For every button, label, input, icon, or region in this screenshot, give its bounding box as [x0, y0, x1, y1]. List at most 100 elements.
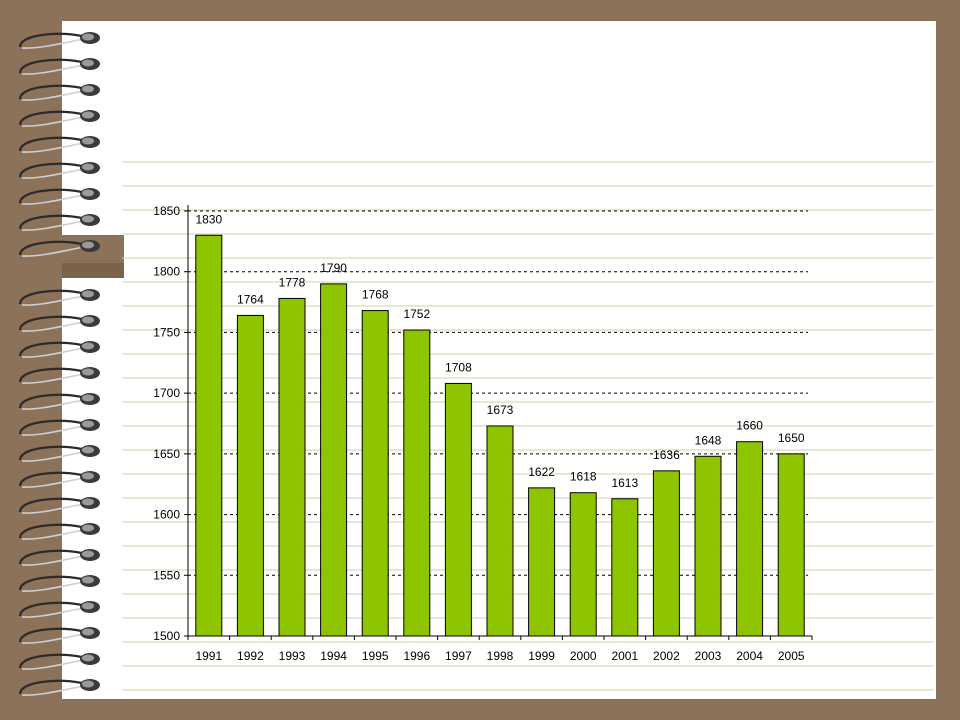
ring-highlight: [82, 33, 94, 41]
spiral-ring: [18, 445, 100, 462]
ring-highlight: [82, 342, 94, 350]
data-label-1993: 1778: [279, 275, 306, 289]
bar-2004: [736, 441, 764, 637]
data-label-2003: 1648: [695, 433, 722, 447]
x-tick-label: 2001: [611, 649, 638, 663]
bar-2003: [694, 455, 722, 637]
spiral-ring: [18, 289, 100, 306]
spiral-ring: [18, 367, 100, 384]
ring-highlight: [82, 628, 94, 636]
spiral-ring: [18, 393, 100, 410]
spiral-ring: [18, 32, 100, 49]
ring-back-wire: [18, 653, 83, 669]
x-tick-label: 2002: [653, 649, 680, 663]
spiral-ring: [18, 601, 100, 618]
data-label-1999: 1622: [528, 465, 555, 479]
bar-1992: [236, 314, 264, 637]
ring-front-wire: [21, 220, 85, 231]
spiral-ring: [18, 679, 100, 696]
y-tick-label: 1700: [153, 386, 180, 400]
ring-front-wire: [21, 90, 85, 101]
ring-back-wire: [18, 110, 83, 126]
spiral-ring: [18, 627, 100, 644]
ring-highlight: [82, 550, 94, 558]
ring-back-wire: [18, 549, 83, 565]
ring-front-wire: [21, 633, 85, 644]
bar-2005: [777, 453, 805, 637]
data-label-1995: 1768: [362, 288, 389, 302]
spiral-ring: [18, 497, 100, 514]
spiral-ring: [18, 653, 100, 670]
bar-1998: [486, 425, 514, 637]
data-label-1992: 1764: [237, 292, 264, 306]
ring-front-wire: [21, 373, 85, 384]
spiral-binding: [18, 32, 100, 696]
ring-front-wire: [21, 425, 85, 436]
ring-front-wire: [21, 347, 85, 358]
x-tick-label: 1991: [195, 649, 222, 663]
ring-back-wire: [18, 84, 83, 100]
x-tick-label: 2005: [778, 649, 805, 663]
page-notch-shadow: [62, 263, 124, 278]
data-label-1996: 1752: [403, 307, 430, 321]
ring-highlight: [82, 59, 94, 67]
spiral-ring: [18, 341, 100, 358]
ring-back-wire: [18, 627, 83, 643]
ring-back-wire: [18, 575, 83, 591]
ring-back-wire: [18, 315, 83, 331]
y-tick-label: 1850: [153, 204, 180, 218]
bar-2001: [611, 498, 639, 637]
ring-highlight: [82, 137, 94, 145]
bar-1995: [361, 310, 389, 637]
y-tick-label: 1650: [153, 447, 180, 461]
spiral-ring: [18, 58, 100, 75]
ring-highlight: [82, 85, 94, 93]
bar-1999: [528, 487, 556, 637]
bar-1996: [403, 329, 431, 637]
ring-front-wire: [21, 555, 85, 566]
ring-front-wire: [21, 581, 85, 592]
spiral-ring: [18, 575, 100, 592]
ring-back-wire: [18, 162, 83, 178]
ring-back-wire: [18, 214, 83, 230]
data-label-1998: 1673: [487, 403, 514, 417]
x-tick-label: 1992: [237, 649, 264, 663]
ring-back-wire: [18, 188, 83, 204]
ring-highlight: [82, 498, 94, 506]
spiral-ring: [18, 471, 100, 488]
ring-back-wire: [18, 367, 83, 383]
ring-highlight: [82, 394, 94, 402]
chart-axes: [184, 205, 813, 640]
spiral-ring: [18, 188, 100, 205]
ring-front-wire: [21, 64, 85, 75]
x-tick-label: 1999: [528, 649, 555, 663]
ring-back-wire: [18, 445, 83, 461]
ring-highlight: [82, 472, 94, 480]
ring-back-wire: [18, 471, 83, 487]
ring-front-wire: [21, 116, 85, 127]
ruled-lines: [122, 161, 934, 691]
ring-front-wire: [21, 168, 85, 179]
data-labels: 1830 1764 1778 1790 1768 1752 1708 1673 1622 1618…: [195, 212, 804, 490]
x-tick-label: 2003: [695, 649, 722, 663]
ring-back-wire: [18, 58, 83, 74]
spiral-ring: [18, 419, 100, 436]
ring-front-wire: [21, 399, 85, 410]
ring-front-wire: [21, 38, 85, 49]
bar-2002: [652, 470, 680, 637]
data-label-2000: 1618: [570, 470, 597, 484]
data-label-1997: 1708: [445, 360, 472, 374]
y-tick-label: 1800: [153, 265, 180, 279]
bar-1997: [444, 382, 472, 637]
data-label-1994: 1790: [320, 261, 347, 275]
ring-back-wire: [18, 289, 83, 305]
ring-highlight: [82, 446, 94, 454]
data-label-2001: 1613: [611, 476, 638, 490]
ring-front-wire: [21, 246, 85, 257]
ring-back-wire: [18, 679, 83, 695]
data-label-2004: 1660: [736, 419, 763, 433]
bar-1993: [278, 297, 306, 637]
ring-highlight: [82, 241, 94, 249]
x-tick-labels: 1991 1992 1993 1994 1995 1996 1997 1998 1999 2000…: [195, 649, 804, 663]
